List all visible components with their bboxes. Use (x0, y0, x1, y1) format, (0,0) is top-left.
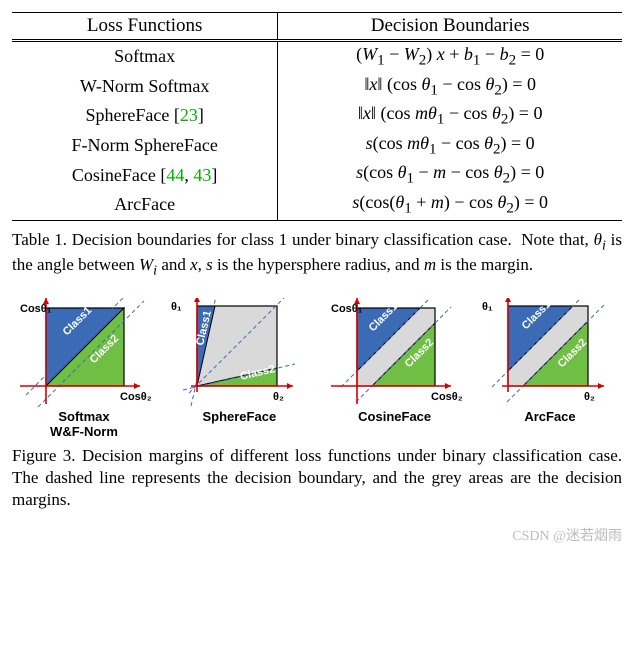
boundary-cell: (W1 − W2) x + b1 − b2 = 0 (278, 41, 622, 72)
panel-title: CosineFace (323, 410, 467, 425)
loss-cell: CosineFace [44, 43] (12, 160, 278, 190)
decision-boundary-table: Loss Functions Decision Boundaries Softm… (12, 12, 622, 221)
figure-panel: θ₁θ₂Class1Class2ArcFace (478, 298, 622, 440)
boundary-cell: s(cos θ1 − m − cos θ2) = 0 (278, 160, 622, 190)
panel-title: ArcFace (478, 410, 622, 425)
figure-caption: Figure 3. Decision margins of different … (12, 445, 622, 510)
figure-panels: Cosθ₁Cosθ₂Class1Class2SoftmaxW&F-Normθ₁θ… (12, 298, 622, 440)
svg-text:Cosθ₂: Cosθ₂ (431, 391, 463, 403)
panel-title: SphereFace (167, 410, 311, 425)
svg-text:θ₁: θ₁ (171, 301, 182, 313)
boundary-cell: s(cos(θ1 + m) − cos θ2) = 0 (278, 190, 622, 220)
watermark: CSDN @迷若烟雨 (512, 525, 622, 545)
boundary-cell: ‖x‖ (cos θ1 − cos θ2) = 0 (278, 72, 622, 102)
svg-text:θ₂: θ₂ (273, 391, 284, 403)
figure-panel: Cosθ₁Cosθ₂Class1Class2SoftmaxW&F-Norm (12, 298, 156, 440)
boundary-cell: ‖x‖ (cos mθ1 − cos θ2) = 0 (278, 101, 622, 131)
panel-title: SoftmaxW&F-Norm (12, 410, 156, 440)
svg-text:Cosθ₁: Cosθ₁ (331, 303, 363, 315)
th-boundary: Decision Boundaries (278, 13, 622, 41)
figure-panel: θ₁θ₂Class1Class2SphereFace (167, 298, 311, 440)
svg-text:θ₂: θ₂ (584, 391, 595, 403)
svg-text:Cosθ₁: Cosθ₁ (20, 303, 52, 315)
loss-cell: W-Norm Softmax (12, 72, 278, 102)
boundary-cell: s(cos mθ1 − cos θ2) = 0 (278, 131, 622, 161)
loss-cell: F-Norm SphereFace (12, 131, 278, 161)
figure-panel: Cosθ₁Cosθ₂Class1Class2CosineFace (323, 298, 467, 440)
th-loss: Loss Functions (12, 13, 278, 41)
loss-cell: Softmax (12, 41, 278, 72)
table-caption: Table 1. Decision boundaries for class 1… (12, 229, 622, 280)
svg-text:Cosθ₂: Cosθ₂ (120, 391, 152, 403)
svg-text:θ₁: θ₁ (482, 301, 493, 313)
loss-cell: SphereFace [23] (12, 101, 278, 131)
loss-cell: ArcFace (12, 190, 278, 220)
